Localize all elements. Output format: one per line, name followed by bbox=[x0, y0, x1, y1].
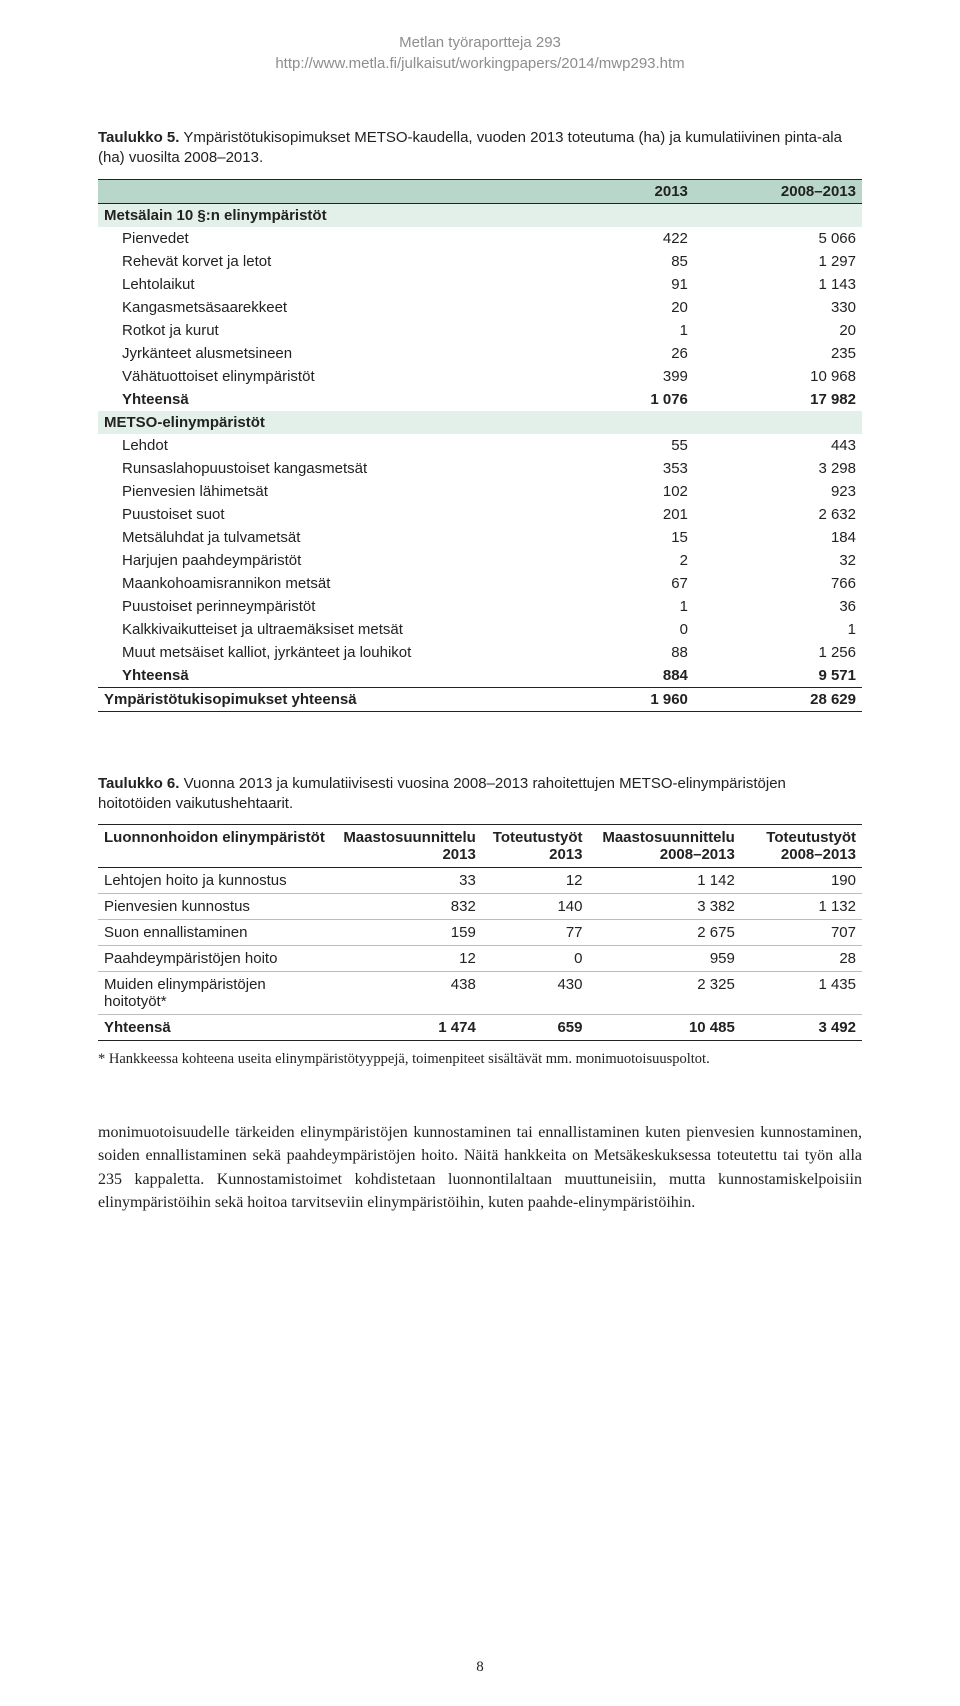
table1-caption-label: Taulukko 5. bbox=[98, 129, 179, 146]
table1-col0 bbox=[98, 179, 526, 203]
table-row: Puustoiset suot2012 632 bbox=[98, 503, 862, 526]
table-row: Rehevät korvet ja letot851 297 bbox=[98, 250, 862, 273]
table2-col4: Toteutustyöt2008–2013 bbox=[741, 825, 862, 868]
table-row: Suon ennallistaminen159772 675707 bbox=[98, 920, 862, 946]
table-row: Lehtolaikut911 143 bbox=[98, 273, 862, 296]
table-row: Kalkkivaikutteiset ja ultraemäksiset met… bbox=[98, 618, 862, 641]
document-page: Metlan työraportteja 293 http://www.metl… bbox=[0, 0, 960, 1706]
table1-subtotal1: Yhteensä1 07617 982 bbox=[98, 388, 862, 411]
table-row: Lehdot55443 bbox=[98, 434, 862, 457]
table2-caption-text: Vuonna 2013 ja kumulatiivisesti vuosina … bbox=[98, 775, 786, 812]
table1: 2013 2008–2013 Metsälain 10 §:n elinympä… bbox=[98, 179, 862, 712]
table-row: Puustoiset perinneympäristöt136 bbox=[98, 595, 862, 618]
body-paragraph: monimuotoisuudelle tärkeiden elinympäris… bbox=[98, 1121, 862, 1214]
table-row: Metsäluhdat ja tulvametsät15184 bbox=[98, 526, 862, 549]
table2-header-row: Luonnonhoidon elinympäristöt Maastosuunn… bbox=[98, 825, 862, 868]
table1-grand-total: Ympäristötukisopimukset yhteensä1 96028 … bbox=[98, 687, 862, 711]
table2-footnote: * Hankkeessa kohteena useita elinympäris… bbox=[98, 1049, 862, 1069]
table1-col2: 2008–2013 bbox=[694, 179, 862, 203]
table1-section1-label: Metsälain 10 §:n elinympäristöt bbox=[98, 203, 862, 227]
table1-section2-label: METSO-elinympäristöt bbox=[98, 411, 862, 434]
table2-col3: Maastosuunnittelu2008–2013 bbox=[589, 825, 741, 868]
table-row: Kangasmetsäsaarekkeet20330 bbox=[98, 296, 862, 319]
table-row: Pienvesien lähimetsät102923 bbox=[98, 480, 862, 503]
table1-section1: Metsälain 10 §:n elinympäristöt bbox=[98, 203, 862, 227]
table2-col1: Maastosuunnittelu2013 bbox=[337, 825, 482, 868]
running-header: Metlan työraportteja 293 http://www.metl… bbox=[98, 0, 862, 74]
table-row: Runsaslahopuustoiset kangasmetsät3533 29… bbox=[98, 457, 862, 480]
page-number: 8 bbox=[0, 1659, 960, 1676]
table-row: Rotkot ja kurut120 bbox=[98, 319, 862, 342]
table-row: Muut metsäiset kalliot, jyrkänteet ja lo… bbox=[98, 641, 862, 664]
header-title: Metlan työraportteja 293 bbox=[98, 32, 862, 53]
table-row: Maankohoamisrannikon metsät67766 bbox=[98, 572, 862, 595]
table2-caption-label: Taulukko 6. bbox=[98, 775, 179, 792]
table-row: Muiden elinympäristöjen hoitotyöt*438430… bbox=[98, 972, 862, 1015]
table1-subtotal2: Yhteensä8849 571 bbox=[98, 664, 862, 688]
table-row: Pienvesien kunnostus8321403 3821 132 bbox=[98, 894, 862, 920]
table-row: Pienvedet4225 066 bbox=[98, 227, 862, 250]
table2-col0: Luonnonhoidon elinympäristöt bbox=[98, 825, 337, 868]
header-url: http://www.metla.fi/julkaisut/workingpap… bbox=[98, 53, 862, 74]
table-row: Harjujen paahdeympäristöt232 bbox=[98, 549, 862, 572]
table1-header-row: 2013 2008–2013 bbox=[98, 179, 862, 203]
table2-total: Yhteensä1 47465910 4853 492 bbox=[98, 1015, 862, 1041]
table-row: Jyrkänteet alusmetsineen26235 bbox=[98, 342, 862, 365]
table-row: Paahdeympäristöjen hoito12095928 bbox=[98, 946, 862, 972]
table1-col1: 2013 bbox=[526, 179, 694, 203]
table2: Luonnonhoidon elinympäristöt Maastosuunn… bbox=[98, 824, 862, 1041]
table-row: Vähätuottoiset elinympäristöt39910 968 bbox=[98, 365, 862, 388]
table2-caption: Taulukko 6. Vuonna 2013 ja kumulatiivise… bbox=[98, 774, 862, 815]
table1-section2: METSO-elinympäristöt bbox=[98, 411, 862, 434]
table-row: Lehtojen hoito ja kunnostus33121 142190 bbox=[98, 868, 862, 894]
table2-col2: Toteutustyöt2013 bbox=[482, 825, 589, 868]
table1-caption-text: Ympäristötukisopimukset METSO-kaudella, … bbox=[98, 129, 842, 166]
table1-caption: Taulukko 5. Ympäristötukisopimukset METS… bbox=[98, 128, 862, 169]
